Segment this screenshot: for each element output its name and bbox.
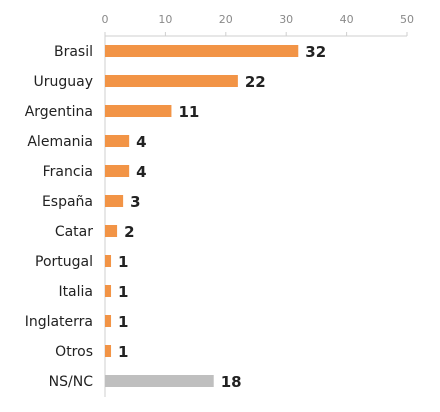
bar	[105, 165, 130, 177]
x-tick-label: 10	[158, 13, 172, 26]
bar	[105, 375, 214, 387]
bar	[105, 255, 112, 267]
value-label: 3	[130, 193, 140, 211]
category-label: España	[42, 194, 93, 210]
category-label: Uruguay	[34, 74, 94, 90]
bar	[105, 225, 118, 237]
category-label: Francia	[43, 164, 93, 180]
bar	[105, 45, 299, 57]
category-label: Alemania	[27, 134, 93, 150]
value-label: 1	[118, 313, 128, 331]
x-tick-label: 40	[340, 13, 354, 26]
category-label: Inglaterra	[25, 314, 93, 330]
category-label: Portugal	[35, 254, 93, 270]
value-label: 1	[118, 283, 128, 301]
bar	[105, 195, 124, 207]
bar	[105, 285, 112, 297]
bar	[105, 105, 172, 117]
value-label: 4	[136, 163, 146, 181]
value-label: 1	[118, 253, 128, 271]
bar	[105, 345, 112, 357]
category-label: Catar	[55, 224, 93, 240]
category-label: Otros	[55, 344, 93, 360]
category-label: NS/NC	[49, 374, 94, 390]
category-label: Argentina	[25, 104, 93, 120]
value-label: 4	[136, 133, 146, 151]
value-label: 32	[305, 43, 326, 61]
category-label: Brasil	[54, 44, 93, 60]
value-label: 18	[221, 373, 242, 391]
x-tick-label: 0	[102, 13, 109, 26]
bar	[105, 135, 130, 147]
value-label: 2	[124, 223, 134, 241]
bar	[105, 315, 112, 327]
x-tick-label: 20	[219, 13, 233, 26]
category-label: Italia	[58, 284, 93, 300]
bar	[105, 75, 238, 87]
value-label: 11	[178, 103, 199, 121]
value-label: 22	[245, 73, 266, 91]
x-tick-label: 50	[400, 13, 414, 26]
x-tick-label: 30	[279, 13, 293, 26]
value-label: 1	[118, 343, 128, 361]
